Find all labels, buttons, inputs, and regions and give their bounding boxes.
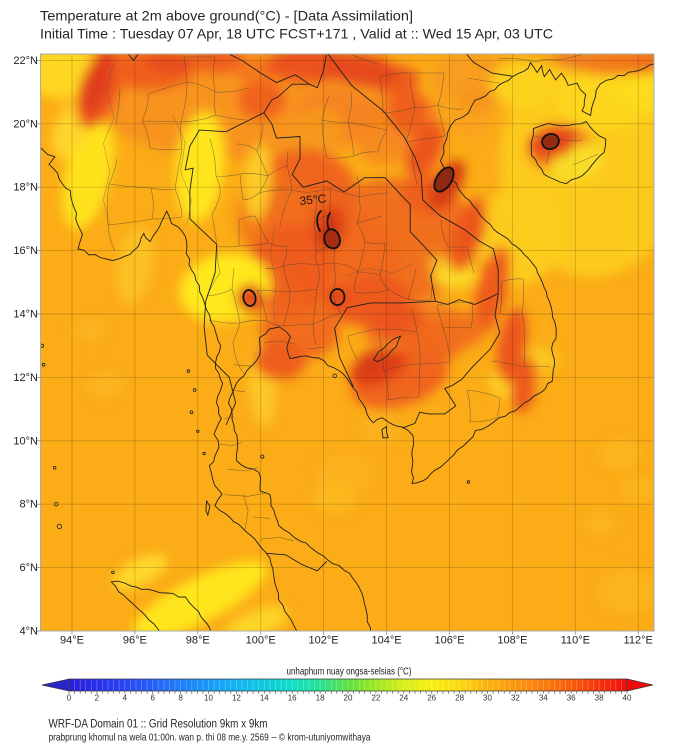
svg-text:40: 40 (623, 694, 632, 703)
svg-text:24: 24 (399, 694, 408, 703)
svg-text:10°N: 10°N (13, 435, 38, 447)
svg-text:12°N: 12°N (13, 372, 38, 384)
svg-text:32: 32 (511, 694, 520, 703)
svg-text:unhaphum nuay ongsa-selsias (°: unhaphum nuay ongsa-selsias (°C) (287, 667, 412, 678)
svg-text:22°N: 22°N (13, 55, 38, 67)
svg-text:4°N: 4°N (20, 626, 39, 638)
svg-text:6°N: 6°N (20, 562, 39, 574)
svg-text:Temperature at 2m above ground: Temperature at 2m above ground(°C) - [Da… (40, 8, 413, 24)
svg-text:112°E: 112°E (624, 635, 653, 647)
svg-text:106°E: 106°E (434, 635, 464, 647)
svg-text:20°N: 20°N (13, 118, 38, 130)
svg-text:96°E: 96°E (123, 635, 147, 647)
svg-text:102°E: 102°E (309, 635, 339, 647)
svg-text:94°E: 94°E (60, 635, 84, 647)
svg-text:prabprung khomul na wela 01:00: prabprung khomul na wela 01:00n. wan p. … (49, 733, 371, 744)
svg-text:0: 0 (67, 694, 72, 703)
svg-text:Initial Time : Tuesday 07 Apr,: Initial Time : Tuesday 07 Apr, 18 UTC FC… (40, 26, 553, 42)
svg-text:108°E: 108°E (497, 635, 527, 647)
svg-text:100°E: 100°E (246, 635, 276, 647)
svg-text:30: 30 (483, 694, 492, 703)
svg-text:2: 2 (95, 694, 100, 703)
svg-text:12: 12 (232, 694, 241, 703)
svg-text:28: 28 (455, 694, 464, 703)
svg-text:16°N: 16°N (13, 245, 38, 257)
svg-text:20: 20 (344, 694, 353, 703)
svg-text:6: 6 (150, 694, 155, 703)
svg-text:4: 4 (123, 694, 128, 703)
svg-text:22: 22 (371, 694, 380, 703)
svg-text:WRF-DA Domain 01 :: Grid Resol: WRF-DA Domain 01 :: Grid Resolution 9km … (49, 719, 268, 731)
svg-text:104°E: 104°E (372, 635, 402, 647)
svg-text:36: 36 (567, 694, 576, 703)
svg-text:8: 8 (178, 694, 183, 703)
svg-text:98°E: 98°E (186, 635, 210, 647)
svg-text:110°E: 110°E (561, 635, 590, 647)
svg-text:16: 16 (288, 694, 297, 703)
svg-text:10: 10 (204, 694, 213, 703)
svg-text:38: 38 (595, 694, 604, 703)
svg-text:34: 34 (539, 694, 548, 703)
svg-text:8°N: 8°N (20, 499, 39, 511)
svg-text:14: 14 (260, 694, 269, 703)
svg-text:26: 26 (427, 694, 436, 703)
svg-text:18: 18 (316, 694, 325, 703)
svg-text:14°N: 14°N (13, 309, 38, 321)
svg-text:18°N: 18°N (13, 182, 38, 194)
svg-text:35°C: 35°C (299, 191, 327, 208)
